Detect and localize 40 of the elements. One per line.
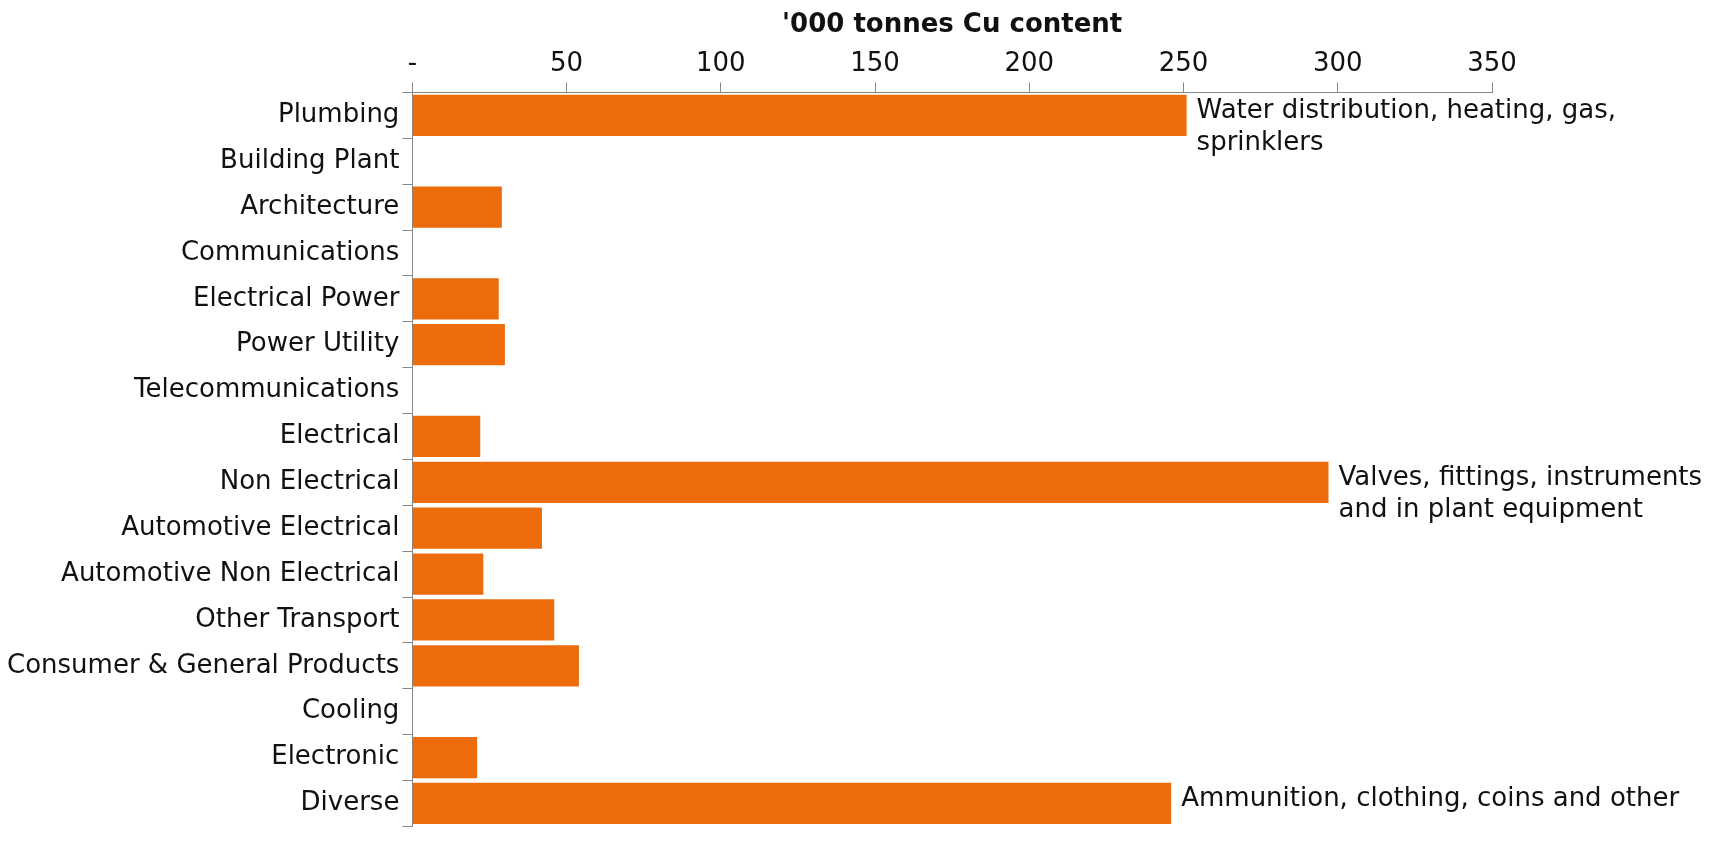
annotation: Water distribution, heating, gas, sprinklers	[1196, 94, 1617, 157]
x-tick-label: 250	[1158, 46, 1209, 77]
x-tick-label: 300	[1312, 46, 1363, 77]
bar	[412, 94, 1187, 136]
bar	[412, 324, 505, 366]
x-tick-label: -	[407, 46, 418, 77]
x-axis-title: '000 tonnes Cu content	[782, 8, 1123, 39]
x-tick-label: 200	[1004, 46, 1055, 77]
bar	[412, 645, 579, 687]
x-tick-label: 50	[550, 46, 584, 77]
y-tick-label: Cooling	[301, 694, 400, 725]
y-tick-label: Plumbing	[277, 98, 400, 129]
y-tick-label: Architecture	[240, 189, 400, 220]
bar	[412, 415, 481, 458]
y-tick-label: Communications	[180, 235, 400, 266]
bar	[412, 186, 502, 228]
y-tick-label: Electronic	[271, 740, 400, 771]
annotation: Ammunition, clothing, coins and other	[1181, 782, 1680, 813]
y-tick-label: Building Plant	[220, 143, 400, 174]
y-tick-label: Electrical Power	[193, 281, 400, 312]
annotation: Valves, fittings, instruments and in plant equipment	[1338, 461, 1703, 524]
y-tick-label: Diverse	[300, 786, 400, 817]
x-tick-label: 350	[1467, 46, 1517, 77]
bar	[412, 553, 484, 595]
bar	[412, 736, 478, 779]
x-tick-label: 150	[850, 46, 900, 77]
y-tick-label: Automotive Electrical	[121, 510, 400, 541]
y-tick-label: Electrical	[279, 419, 400, 450]
y-tick-label: Other Transport	[195, 602, 400, 633]
bar	[412, 599, 555, 641]
y-tick-label: Telecommunications	[133, 373, 400, 404]
y-tick-label: Automotive Non Electrical	[61, 556, 400, 587]
y-tick-label: Non Electrical	[219, 465, 400, 496]
bar	[412, 782, 1172, 825]
bar	[412, 507, 542, 549]
y-tick-label: Power Utility	[236, 327, 400, 358]
y-tick-label: Consumer & General Products	[7, 648, 400, 679]
bar	[412, 461, 1329, 503]
bar	[412, 278, 499, 320]
x-tick-label: 100	[696, 46, 746, 77]
